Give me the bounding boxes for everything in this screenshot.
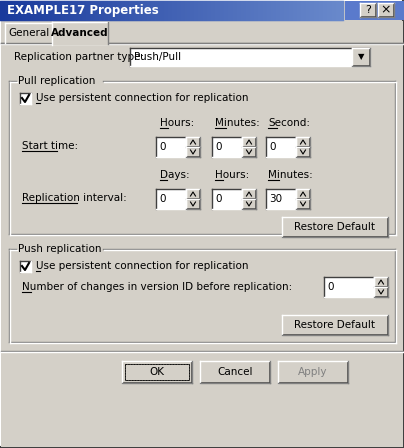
Text: Minutes:: Minutes: [215, 118, 260, 128]
Text: Pull replication: Pull replication [18, 76, 95, 86]
Bar [52, 22, 108, 45]
Bar [242, 189, 256, 199]
Text: Use persistent connection for replication: Use persistent connection for replicatio… [36, 261, 248, 271]
Text: 0: 0 [269, 142, 276, 152]
Bar [122, 361, 192, 383]
Text: Hours:: Hours: [215, 170, 249, 180]
Text: Restore Default: Restore Default [295, 222, 375, 232]
Text: Replication partner type:: Replication partner type: [14, 52, 144, 62]
Text: Push replication: Push replication [18, 244, 101, 254]
Bar [5, 23, 53, 43]
Text: Start time:: Start time: [22, 141, 78, 151]
Bar [378, 3, 394, 17]
Bar [212, 189, 242, 209]
Bar [186, 137, 200, 147]
Bar [360, 3, 376, 17]
Bar [345, 1, 404, 20]
Bar [282, 217, 388, 237]
Text: Advanced: Advanced [51, 27, 109, 38]
Text: 0: 0 [215, 142, 221, 152]
Text: Hours:: Hours: [160, 118, 194, 128]
Bar [20, 261, 31, 272]
Bar [242, 147, 256, 157]
Bar [296, 147, 310, 157]
Text: Use persistent connection for replication: Use persistent connection for replicatio… [36, 93, 248, 103]
Bar [186, 199, 200, 209]
Bar [130, 48, 370, 66]
Bar [278, 361, 348, 383]
Bar [200, 361, 270, 383]
Bar [186, 147, 200, 157]
Text: Number of changes in version ID before replication:: Number of changes in version ID before r… [22, 282, 292, 292]
Text: Replication interval:: Replication interval: [22, 193, 127, 203]
Text: OK: OK [149, 367, 164, 377]
Text: Second:: Second: [268, 118, 310, 128]
Bar [242, 199, 256, 209]
Text: ?: ? [365, 5, 371, 15]
Text: Apply: Apply [298, 367, 328, 377]
Bar [20, 93, 31, 104]
Bar [296, 189, 310, 199]
Text: General: General [8, 28, 50, 38]
Bar [282, 315, 388, 335]
Text: ▼: ▼ [358, 52, 364, 61]
Text: 30: 30 [269, 194, 282, 204]
Bar [186, 189, 200, 199]
Bar [125, 364, 189, 380]
Text: 0: 0 [159, 142, 166, 152]
Text: Cancel: Cancel [217, 367, 253, 377]
Text: 0: 0 [159, 194, 166, 204]
Bar [156, 137, 186, 157]
Text: Minutes:: Minutes: [268, 170, 313, 180]
Bar [156, 189, 186, 209]
Bar [296, 199, 310, 209]
Text: Restore Default: Restore Default [295, 320, 375, 330]
Text: Days:: Days: [160, 170, 189, 180]
Bar [212, 137, 242, 157]
Bar [352, 48, 370, 66]
Text: EXAMPLE17 Properties: EXAMPLE17 Properties [7, 4, 159, 17]
Text: 0: 0 [327, 282, 333, 292]
Bar [266, 189, 296, 209]
Text: ×: × [381, 4, 391, 17]
Bar [296, 137, 310, 147]
Text: Push/Pull: Push/Pull [134, 52, 181, 62]
Bar [125, 364, 189, 380]
Text: 0: 0 [215, 194, 221, 204]
Bar [374, 277, 388, 287]
Bar [266, 137, 296, 157]
Bar [374, 287, 388, 297]
Bar [242, 137, 256, 147]
Bar [324, 277, 374, 297]
